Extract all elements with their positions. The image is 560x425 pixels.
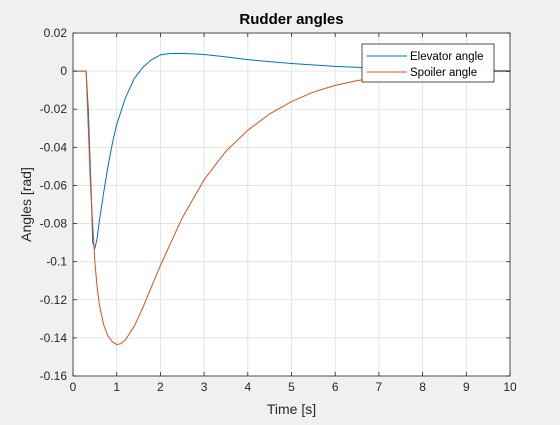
y-tick-label: -0.16 xyxy=(40,369,68,383)
y-tick-label: -0.08 xyxy=(40,217,68,231)
x-tick-label: 0 xyxy=(70,380,77,394)
legend: Elevator angle Spoiler angle xyxy=(361,43,495,83)
x-tick-label: 1 xyxy=(113,380,120,394)
x-tick-label: 6 xyxy=(332,380,339,394)
x-axis-ticks: 0 1 2 3 4 5 6 7 8 9 10 xyxy=(70,33,517,394)
y-tick-label: 0.02 xyxy=(44,26,68,40)
legend-label-spoiler-angle: Spoiler angle xyxy=(410,67,477,79)
chart-title: Rudder angles xyxy=(239,11,343,28)
x-tick-label: 7 xyxy=(376,380,383,394)
legend-label-elevator-angle: Elevator angle xyxy=(410,51,484,63)
y-tick-label: -0.06 xyxy=(40,178,68,192)
y-axis-label: Angles [rad] xyxy=(18,167,34,242)
x-tick-label: 3 xyxy=(201,380,208,394)
y-tick-label: -0.12 xyxy=(40,293,68,307)
x-tick-label: 2 xyxy=(157,380,164,394)
y-axis-ticks: 0.02 0 -0.02 -0.04 -0.06 -0.08 -0.1 -0.12 -0.14 -… xyxy=(40,26,510,383)
y-tick-label: -0.04 xyxy=(40,140,68,154)
x-tick-label: 4 xyxy=(244,380,251,394)
x-tick-label: 8 xyxy=(419,380,426,394)
x-tick-label: 10 xyxy=(503,380,517,394)
x-tick-label: 5 xyxy=(288,380,295,394)
legend-box xyxy=(361,43,495,83)
y-tick-label: -0.02 xyxy=(40,102,68,116)
y-tick-label: 0 xyxy=(60,64,67,78)
y-tick-label: -0.1 xyxy=(46,255,67,269)
y-tick-label: -0.14 xyxy=(40,331,68,345)
x-axis-label: Time [s] xyxy=(267,401,316,417)
x-tick-label: 9 xyxy=(463,380,470,394)
series-line-elevator-angle xyxy=(73,52,511,249)
